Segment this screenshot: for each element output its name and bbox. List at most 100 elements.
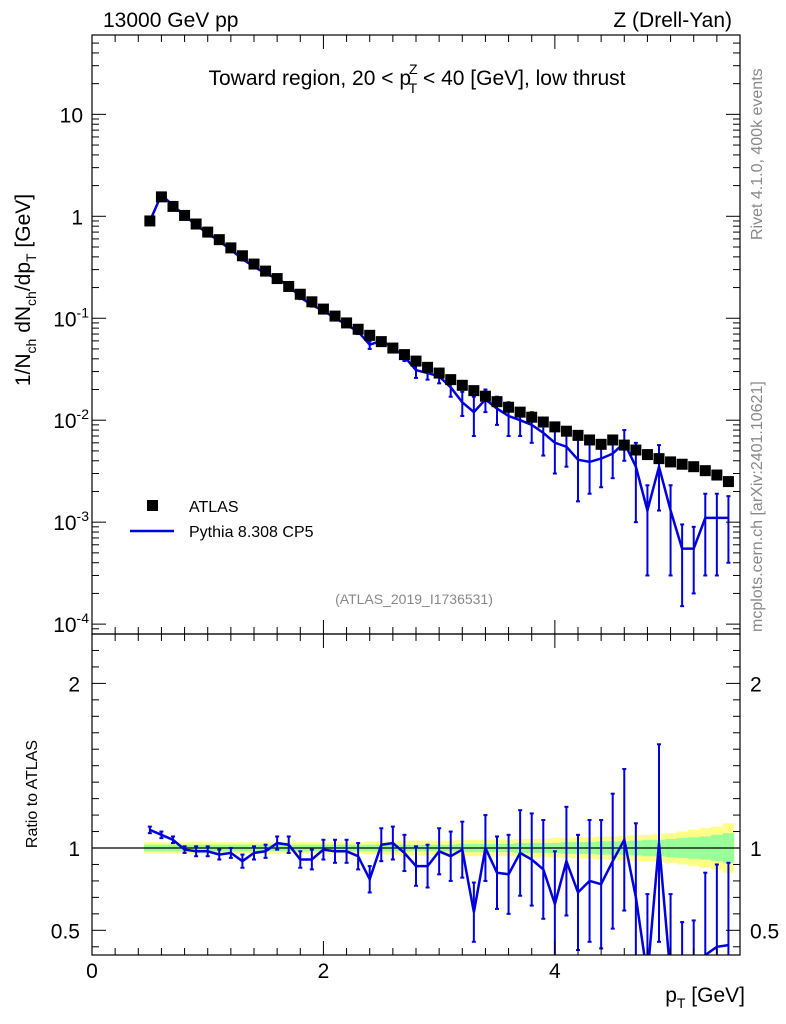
title-sub: T [409,80,418,96]
atlas-data-point [618,439,630,451]
title-post: < 40 [GeV], low thrust [417,67,626,90]
ratio-ytick-label-left: 2 [68,673,80,696]
ratio-ytick-label-right: 1 [750,838,762,861]
atlas-data-point [306,296,318,308]
atlas-data-point [167,200,179,212]
atlas-data-point [688,461,700,473]
atlas-data-point [225,242,237,254]
atlas-data-point [572,429,584,441]
title-sup: Z [409,61,418,77]
mcplots-label: mcplots.cern.ch [arXiv:2401.10621] [749,381,766,632]
main-ytick-label: 1 [71,206,83,229]
atlas-data-point [641,449,653,461]
xlabel-unit: [GeV] [685,984,745,1007]
atlas-data-point [271,273,283,285]
header-right-label: Z (Drell-Yan) [613,9,732,32]
main-ytick-label: 10-3 [53,508,89,535]
atlas-data-point [248,258,260,270]
atlas-data-point [190,218,202,230]
ratio-ytick-label-right: 2 [750,673,762,696]
main-ytick-label: 10-2 [53,406,89,433]
atlas-data-point [387,342,399,354]
atlas-data-point [433,367,445,379]
atlas-data-point [711,469,723,481]
ylabel-a-sub: ch [23,339,39,354]
xlabel-main: p [665,984,677,1007]
main-ytick-label: 10 [60,104,83,127]
analysis-watermark: (ATLAS_2019_I1736531) [335,591,493,607]
atlas-data-point [560,425,572,437]
atlas-data-point [479,390,491,402]
ylabel-b-sub: ch [23,291,39,306]
atlas-data-point [653,453,665,465]
atlas-data-point [410,355,422,367]
atlas-data-point [445,374,457,386]
ylabel-b: dN [12,306,35,339]
header-left-label: 13000 GeV pp [103,9,238,32]
atlas-data-point [607,434,619,446]
ylabel-c-sub: T [23,253,39,262]
ratio-series-line [149,828,729,955]
atlas-data-point [676,458,688,470]
main-ytick-label: 10-4 [53,610,89,637]
atlas-data-point [213,234,225,246]
title-pre: Toward region, 20 < p [208,67,411,90]
ratio-axes: 0.5 0.5 1 1 2 2 0 2 4 [51,633,779,983]
legend-atlas-label: ATLAS [189,499,239,516]
ratio-xtick-label: 4 [549,960,561,983]
ratio-ytick-label-left: 1 [68,838,80,861]
atlas-data-point [422,361,434,373]
ratio-ytick-label-right: 0.5 [750,920,779,943]
atlas-data-point [514,406,526,418]
ratio-panel: 0.5 0.5 1 1 2 2 0 2 4 Ratio to ATLAS pT [GeV] [24,633,779,1011]
ratio-xtick-label: 2 [318,960,330,983]
atlas-data-point [537,416,549,428]
atlas-data-point [341,317,353,329]
atlas-data-point [364,329,376,341]
ratio-ytick-label-left: 0.5 [51,920,80,943]
ylabel-d: [GeV] [12,194,35,254]
ratio-marks [92,743,740,955]
atlas-data-point [317,303,329,315]
legend-mc-label: Pythia 8.308 CP5 [189,524,314,541]
atlas-data-point [283,280,295,292]
rivet-label: Rivet 4.1.0, 400k events [749,68,766,240]
atlas-data-point [352,323,364,335]
atlas-data-point [398,349,410,361]
legend: ATLAS Pythia 8.308 CP5 [130,499,314,541]
atlas-data-point [595,438,607,450]
atlas-data-point [329,310,341,322]
ratio-frame [91,633,741,956]
atlas-data-point [468,385,480,397]
atlas-data-point [722,476,734,488]
atlas-data-point [260,265,272,277]
ylabel-c: /dp [12,262,35,291]
ratio-xtick-label: 0 [86,960,98,983]
atlas-data-point [456,379,468,391]
main-ylabel: 1/Nch dNch/dpT [GeV] [12,194,39,386]
atlas-data-point [630,444,642,456]
main-title: Toward region, 20 < pZ T < 40 [GeV], low … [208,61,625,96]
atlas-data-point [491,396,503,408]
atlas-data-point [665,456,677,468]
atlas-data-point [202,226,214,238]
atlas-data-point [236,250,248,262]
atlas-data-point [144,215,156,227]
atlas-data-point [294,288,306,300]
atlas-data-point [375,336,387,348]
ratio-ylabel: Ratio to ATLAS [24,740,41,848]
main-frame [91,34,741,635]
xlabel-sub: T [677,995,686,1011]
ylabel-a: 1/N [12,353,35,386]
main-marks [144,191,734,608]
main-panel: 10-4 10-3 10-2 10-1 1 10 Toward region, 20 < … [12,34,741,637]
atlas-data-point [526,411,538,423]
atlas-data-point [699,465,711,477]
legend-atlas-marker [147,500,158,511]
ratio-xlabel: pT [GeV] [665,984,745,1011]
atlas-data-point [155,191,167,203]
atlas-data-point [549,421,561,433]
main-ytick-label: 10-1 [53,304,89,331]
main-axes: 10-4 10-3 10-2 10-1 1 10 [53,34,741,637]
